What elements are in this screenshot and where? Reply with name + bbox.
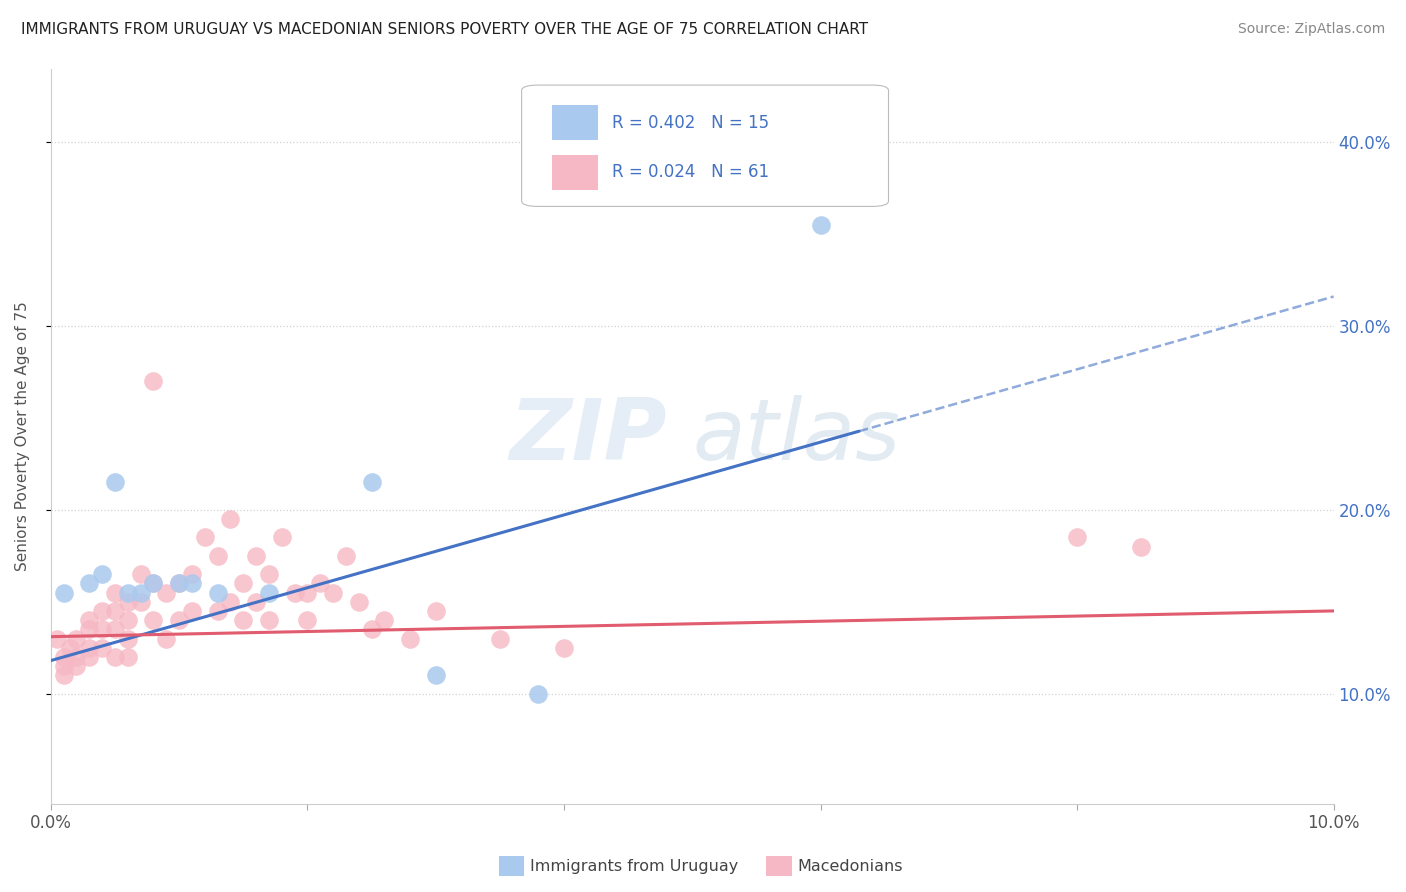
Point [284, 585, 307, 599]
Point [257, 613, 280, 627]
Point [79, 576, 101, 591]
Point [297, 613, 319, 627]
Point [117, 585, 139, 599]
Point [79, 649, 101, 664]
Point [207, 604, 229, 618]
Point [65, 659, 87, 673]
Point [181, 576, 204, 591]
Point [167, 576, 190, 591]
Point [810, 218, 832, 232]
Point [91, 623, 114, 637]
Point [117, 632, 139, 646]
Point [52, 659, 75, 673]
Point [257, 585, 280, 599]
Point [79, 613, 101, 627]
Point [91, 640, 114, 655]
Point [399, 632, 422, 646]
Point [129, 595, 152, 609]
Point [425, 604, 447, 618]
Point [117, 595, 139, 609]
Point [245, 549, 267, 563]
Point [245, 595, 267, 609]
Point [59, 640, 82, 655]
Text: Immigrants from Uruguay: Immigrants from Uruguay [530, 859, 738, 873]
Point [104, 649, 127, 664]
Point [373, 613, 395, 627]
Point [65, 632, 87, 646]
Point [104, 585, 127, 599]
Point [65, 649, 87, 664]
Point [46, 632, 69, 646]
Point [322, 585, 344, 599]
Point [553, 640, 575, 655]
Point [91, 604, 114, 618]
Point [347, 595, 370, 609]
Text: Source: ZipAtlas.com: Source: ZipAtlas.com [1237, 22, 1385, 37]
Point [270, 530, 292, 544]
Point [52, 649, 75, 664]
Point [52, 668, 75, 682]
Point [335, 549, 357, 563]
Point [219, 595, 242, 609]
Point [142, 374, 165, 388]
Point [91, 567, 114, 582]
Point [207, 585, 229, 599]
Point [194, 530, 217, 544]
Point [488, 632, 510, 646]
Point [52, 585, 75, 599]
Point [425, 668, 447, 682]
Point [1066, 530, 1088, 544]
Point [232, 613, 254, 627]
Point [155, 585, 177, 599]
Point [79, 623, 101, 637]
Point [297, 585, 319, 599]
Point [142, 576, 165, 591]
Point [104, 623, 127, 637]
Point [232, 576, 254, 591]
Point [129, 585, 152, 599]
Point [167, 576, 190, 591]
Point [167, 613, 190, 627]
Point [181, 567, 204, 582]
Point [104, 604, 127, 618]
Point [309, 576, 332, 591]
Y-axis label: Seniors Poverty Over the Age of 75: Seniors Poverty Over the Age of 75 [15, 301, 30, 571]
Point [79, 640, 101, 655]
Text: Macedonians: Macedonians [797, 859, 903, 873]
Point [155, 632, 177, 646]
Point [181, 604, 204, 618]
Text: IMMIGRANTS FROM URUGUAY VS MACEDONIAN SENIORS POVERTY OVER THE AGE OF 75 CORRELA: IMMIGRANTS FROM URUGUAY VS MACEDONIAN SE… [21, 22, 869, 37]
Text: ZIP: ZIP [509, 395, 666, 478]
Point [360, 623, 382, 637]
Point [207, 549, 229, 563]
Point [142, 613, 165, 627]
Text: atlas: atlas [692, 395, 900, 478]
Point [117, 613, 139, 627]
Point [117, 649, 139, 664]
Point [360, 475, 382, 490]
Point [1130, 540, 1153, 554]
Point [219, 512, 242, 526]
Point [104, 475, 127, 490]
Point [257, 567, 280, 582]
Point [129, 567, 152, 582]
Point [142, 576, 165, 591]
Point [527, 687, 550, 701]
